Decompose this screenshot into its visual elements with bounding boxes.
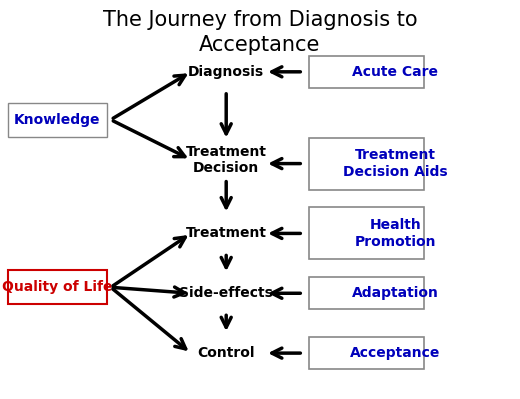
Text: Treatment: Treatment (186, 226, 267, 241)
Text: Control: Control (198, 346, 255, 360)
FancyBboxPatch shape (309, 56, 424, 88)
FancyBboxPatch shape (309, 138, 424, 190)
FancyBboxPatch shape (8, 271, 107, 304)
Text: Acceptance: Acceptance (350, 346, 440, 360)
FancyBboxPatch shape (309, 337, 424, 369)
FancyBboxPatch shape (8, 103, 107, 137)
Text: Adaptation: Adaptation (352, 286, 439, 300)
Text: Diagnosis: Diagnosis (188, 65, 264, 79)
Text: Knowledge: Knowledge (14, 113, 100, 127)
Text: Quality of Life: Quality of Life (2, 280, 112, 294)
FancyBboxPatch shape (309, 277, 424, 309)
Text: Side-effects: Side-effects (179, 286, 273, 300)
Text: The Journey from Diagnosis to
Acceptance: The Journey from Diagnosis to Acceptance (102, 10, 418, 55)
Text: Treatment
Decision: Treatment Decision (186, 144, 267, 175)
Text: Acute Care: Acute Care (352, 65, 438, 79)
FancyBboxPatch shape (309, 207, 424, 259)
Text: Health
Promotion: Health Promotion (355, 218, 436, 249)
Text: Treatment
Decision Aids: Treatment Decision Aids (343, 148, 448, 179)
